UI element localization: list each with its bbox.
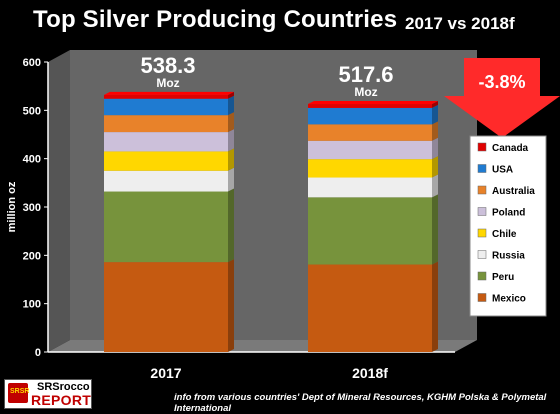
bar-side-peru-2018f [432,194,438,265]
legend-label-canada: Canada [492,143,529,154]
bar-segment-peru-2018f [308,197,432,265]
bar-side-peru-2017 [228,188,234,263]
legend-swatch-mexico [477,293,487,302]
legend-label-chile: Chile [492,229,517,240]
bar-side-russia-2018f [432,174,438,198]
bar-top-2018f [308,101,438,105]
srsrocco-logo: SRSR SRSrocco REPORT [4,379,92,409]
bar-segment-mexico-2018f [308,264,432,352]
legend-label-poland: Poland [492,208,525,219]
bar-total-unit: Moz [354,85,377,99]
bar-side-mexico-2018f [432,261,438,352]
bar-segment-peru-2017 [104,191,228,263]
logo-text-bottom: REPORT [31,392,92,408]
bar-segment-mexico-2017 [104,262,228,352]
bar-side-usa-2017 [228,95,234,116]
bar-segment-canada-2017 [104,94,228,99]
y-tick-label: 300 [23,202,41,214]
legend-swatch-chile [477,228,487,238]
bar-side-mexico-2017 [228,259,234,352]
bar-total-value: 538.3 [140,53,195,78]
y-tick-label: 600 [23,57,41,69]
y-tick-label: 0 [35,347,41,359]
x-category-label: 2017 [150,365,181,381]
bar-segment-russia-2018f [308,177,432,198]
legend-swatch-canada [477,142,487,152]
y-axis-title: million oz [6,181,18,232]
bar-segment-russia-2017 [104,170,228,192]
logo-emblem-icon: SRSR [8,383,29,403]
bar-side-canada-2018f [432,101,438,108]
bar-side-australia-2017 [228,112,234,133]
chart-title: Top Silver Producing Countries [33,6,398,33]
legend-label-peru: Peru [492,272,514,283]
bar-side-chile-2018f [432,156,438,178]
source-note: info from various countries' Dept of Min… [174,392,547,414]
y-tick-label: 500 [23,105,41,117]
bar-side-chile-2017 [228,148,234,171]
down-arrow-icon [444,58,560,138]
title-bar: Top Silver Producing Countries 2017 vs 2… [0,0,560,44]
y-tick-label: 200 [23,250,41,262]
legend-swatch-usa [477,164,487,173]
bar-segment-poland-2017 [104,132,228,152]
bar-segment-poland-2018f [308,140,432,160]
bar-side-canada-2017 [228,91,234,99]
plot-side-wall [48,50,70,352]
y-tick-label: 400 [23,154,41,166]
x-category-label: 2018f [352,365,388,381]
bar-total-unit: Moz [156,76,179,90]
legend-box [469,135,547,317]
change-percent-label: -3.8% [478,72,525,92]
legend-swatch-poland [477,207,487,216]
bar-side-australia-2018f [432,121,438,141]
legend-swatch-australia [477,185,487,195]
bar-segment-australia-2017 [104,115,228,133]
legend-label-mexico: Mexico [492,294,526,305]
legend-label-russia: Russia [492,251,525,262]
legend-label-usa: USA [492,165,513,176]
bar-segment-canada-2018f [308,104,432,108]
bar-segment-usa-2018f [308,107,432,125]
bar-top-2017 [104,91,234,95]
bar-segment-chile-2018f [308,159,432,178]
legend-swatch-russia [477,250,487,259]
bar-side-poland-2018f [432,137,438,160]
bar-side-poland-2017 [228,129,234,152]
legend-label-australia: Australia [492,186,535,197]
logo-text-top: SRSrocco [37,381,90,393]
bar-side-russia-2017 [228,167,234,192]
bar-segment-australia-2018f [308,124,432,141]
y-tick-label: 100 [23,299,41,311]
bar-segment-usa-2017 [104,98,228,116]
bar-total-value: 517.6 [338,62,393,87]
bar-segment-chile-2017 [104,151,228,171]
legend-swatch-peru [477,271,487,281]
chart-subtitle: 2017 vs 2018f [405,14,515,33]
bar-side-usa-2018f [432,104,438,125]
